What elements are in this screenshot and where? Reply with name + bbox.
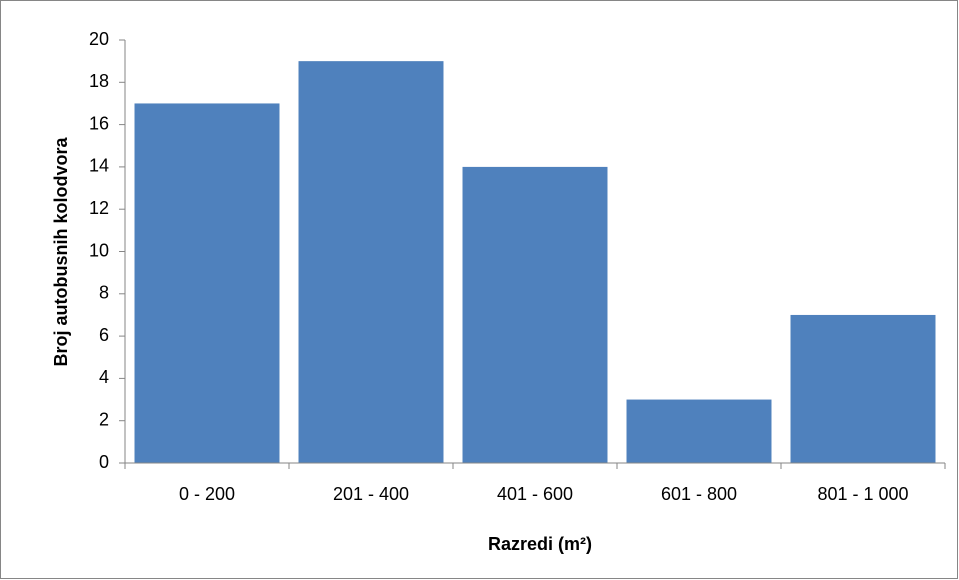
- x-tick-label: 801 - 1 000: [817, 484, 908, 504]
- y-tick-label: 20: [89, 29, 109, 49]
- x-tick-label: 0 - 200: [179, 484, 235, 504]
- y-tick-label: 4: [99, 367, 109, 387]
- y-tick-label: 18: [89, 71, 109, 91]
- bar: [462, 166, 608, 463]
- y-tick-label: 6: [99, 325, 109, 345]
- y-tick-label: 0: [99, 452, 109, 472]
- y-tick-label: 8: [99, 283, 109, 303]
- y-tick-label: 16: [89, 113, 109, 133]
- y-axis-label: Broj autobusnih kolodvora: [51, 137, 71, 367]
- y-tick-label: 2: [99, 409, 109, 429]
- bar: [134, 103, 280, 463]
- x-tick-label: 601 - 800: [661, 484, 737, 504]
- x-tick-label: 401 - 600: [497, 484, 573, 504]
- x-tick-label: 201 - 400: [333, 484, 409, 504]
- y-tick-label: 12: [89, 198, 109, 218]
- y-tick-label: 14: [89, 156, 109, 176]
- bar: [626, 399, 772, 463]
- y-tick-label: 10: [89, 240, 109, 260]
- x-axis-label: Razredi (m²): [488, 534, 592, 554]
- bar: [298, 61, 444, 464]
- bar: [790, 314, 936, 463]
